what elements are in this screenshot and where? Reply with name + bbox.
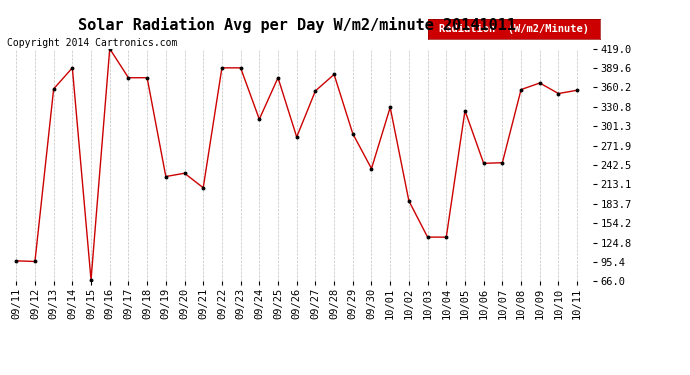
Text: Solar Radiation Avg per Day W/m2/minute 20141011: Solar Radiation Avg per Day W/m2/minute … [78, 17, 515, 33]
Text: Copyright 2014 Cartronics.com: Copyright 2014 Cartronics.com [7, 38, 177, 48]
Text: Radiation  (W/m2/Minute): Radiation (W/m2/Minute) [439, 24, 589, 34]
